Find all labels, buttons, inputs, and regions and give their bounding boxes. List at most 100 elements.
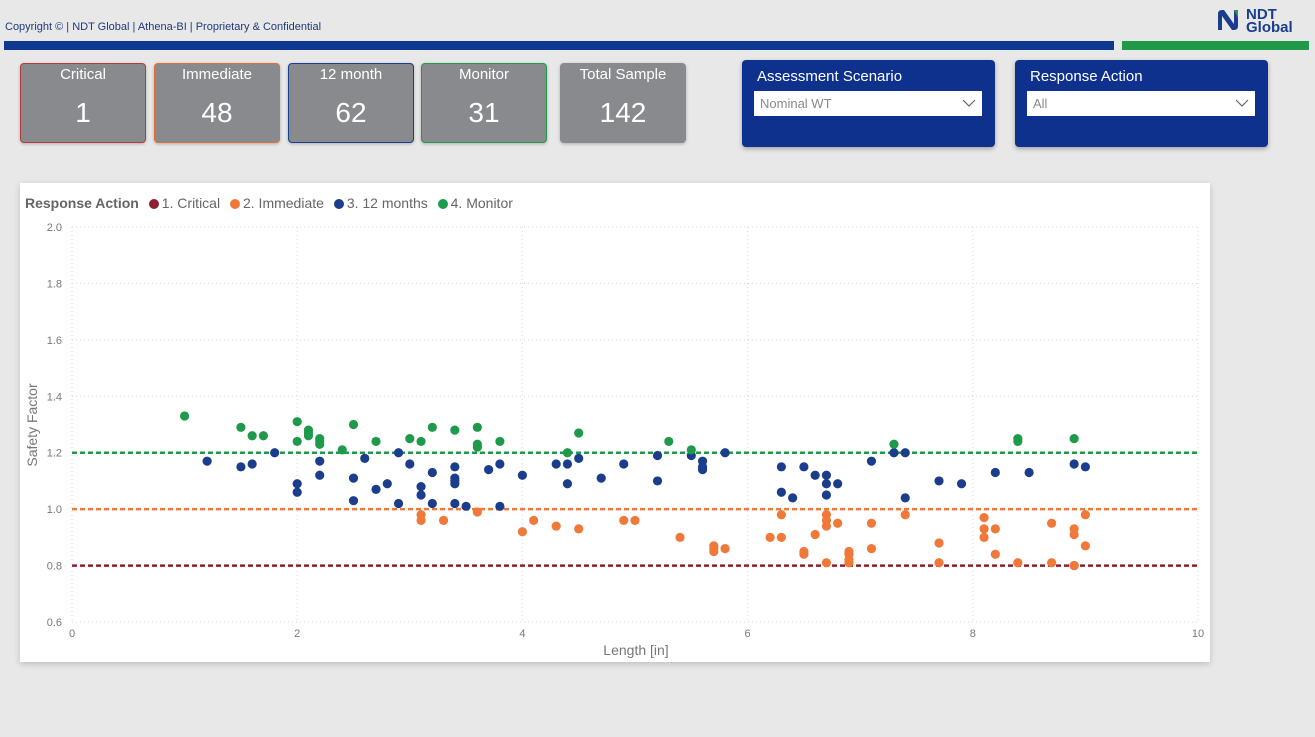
scatter-point-immediate[interactable] — [776, 532, 786, 542]
scatter-point-12-months[interactable] — [315, 470, 325, 480]
scatter-point-12-months[interactable] — [450, 498, 460, 509]
scatter-point-immediate[interactable] — [765, 532, 775, 542]
scatter-point-immediate[interactable] — [934, 558, 944, 568]
scatter-point-12-months[interactable] — [517, 470, 527, 480]
scatter-point-monitor[interactable] — [258, 431, 269, 441]
scatter-point-12-months[interactable] — [889, 448, 899, 458]
scatter-point-12-months[interactable] — [427, 467, 437, 478]
scatter-point-12-months[interactable] — [1080, 462, 1090, 472]
scatter-point-immediate[interactable] — [990, 524, 1000, 534]
scatter-point-immediate[interactable] — [1069, 529, 1079, 540]
scatter-point-immediate[interactable] — [551, 521, 561, 531]
scatter-point-12-months[interactable] — [596, 473, 606, 483]
scatter-point-immediate[interactable] — [979, 532, 989, 542]
scatter-point-12-months[interactable] — [652, 450, 663, 461]
scatter-point-12-months[interactable] — [450, 462, 460, 472]
scatter-point-12-months[interactable] — [810, 470, 820, 480]
scatter-point-12-months[interactable] — [416, 481, 426, 492]
scatter-point-12-months[interactable] — [776, 487, 786, 497]
scatter-point-monitor[interactable] — [562, 448, 573, 458]
kpi-immediate[interactable]: Immediate 48 — [154, 63, 280, 143]
scatter-point-12-months[interactable] — [393, 448, 404, 458]
scatter-point-12-months[interactable] — [393, 498, 404, 509]
scatter-point-immediate[interactable] — [799, 549, 809, 559]
scatter-point-12-months[interactable] — [484, 465, 494, 475]
scatter-point-immediate[interactable] — [1080, 541, 1090, 551]
scatter-point-monitor[interactable] — [574, 428, 584, 438]
scatter-point-12-months[interactable] — [866, 456, 877, 466]
scatter-point-12-months[interactable] — [574, 453, 584, 463]
scatter-point-immediate[interactable] — [900, 510, 910, 520]
scatter-point-immediate[interactable] — [821, 521, 832, 531]
scatter-point-monitor[interactable] — [292, 417, 302, 427]
scatter-point-immediate[interactable] — [776, 510, 786, 520]
kpi-monitor[interactable]: Monitor 31 — [421, 63, 547, 143]
scatter-point-immediate[interactable] — [844, 558, 854, 568]
scatter-point-12-months[interactable] — [416, 490, 426, 500]
scatter-point-12-months[interactable] — [619, 459, 629, 469]
scatter-point-12-months[interactable] — [776, 462, 786, 472]
scatter-point-12-months[interactable] — [821, 490, 832, 500]
scatter-point-12-months[interactable] — [821, 479, 832, 489]
scatter-point-immediate[interactable] — [438, 515, 449, 526]
scatter-point-12-months[interactable] — [382, 479, 392, 489]
scatter-point-immediate[interactable] — [619, 515, 629, 526]
scatter-point-monitor[interactable] — [450, 425, 460, 435]
scatter-point-12-months[interactable] — [900, 448, 910, 458]
scatter-point-monitor[interactable] — [303, 425, 314, 435]
scatter-point-immediate[interactable] — [1047, 558, 1057, 568]
scatter-point-12-months[interactable] — [551, 459, 561, 469]
scatter-point-immediate[interactable] — [675, 532, 685, 542]
scatter-point-12-months[interactable] — [495, 501, 505, 511]
scatter-point-immediate[interactable] — [833, 518, 843, 528]
scatter-point-immediate[interactable] — [709, 544, 719, 554]
scatter-point-monitor[interactable] — [889, 439, 899, 449]
scatter-point-immediate[interactable] — [630, 515, 640, 526]
scatter-point-12-months[interactable] — [1069, 459, 1079, 469]
scatter-point-12-months[interactable] — [956, 479, 967, 489]
scatter-point-immediate[interactable] — [1080, 510, 1090, 520]
scatter-point-monitor[interactable] — [371, 436, 381, 447]
scatter-point-12-months[interactable] — [562, 459, 573, 469]
scatter-point-12-months[interactable] — [1024, 467, 1034, 478]
scatter-point-monitor[interactable] — [348, 419, 359, 430]
scatter-point-immediate[interactable] — [990, 549, 1000, 559]
scatter-point-12-months[interactable] — [360, 453, 370, 463]
scatter-point-immediate[interactable] — [472, 507, 482, 517]
scatter-point-12-months[interactable] — [450, 479, 460, 489]
scatter-point-12-months[interactable] — [833, 479, 843, 489]
legend-item-critical[interactable]: 1. Critical — [148, 195, 220, 211]
scatter-point-12-months[interactable] — [348, 496, 359, 506]
scatter-point-immediate[interactable] — [844, 549, 854, 559]
scatter-point-12-months[interactable] — [202, 456, 212, 466]
scatter-point-monitor[interactable] — [405, 434, 415, 444]
scatter-point-immediate[interactable] — [821, 558, 832, 568]
legend-item-immediate[interactable]: 2. Immediate — [229, 195, 324, 211]
scatter-point-12-months[interactable] — [348, 473, 359, 483]
scatter-point-monitor[interactable] — [664, 436, 674, 447]
scatter-point-12-months[interactable] — [371, 484, 381, 494]
scatter-point-monitor[interactable] — [180, 411, 190, 421]
scatter-point-12-months[interactable] — [427, 498, 437, 509]
scatter-point-monitor[interactable] — [1069, 434, 1079, 444]
scatter-point-monitor[interactable] — [236, 422, 246, 432]
scatter-point-12-months[interactable] — [788, 493, 798, 503]
kpi-critical[interactable]: Critical 1 — [20, 63, 146, 143]
scatter-point-monitor[interactable] — [292, 436, 302, 447]
scatter-point-monitor[interactable] — [1013, 436, 1023, 447]
scatter-point-immediate[interactable] — [1069, 560, 1079, 571]
scatter-point-immediate[interactable] — [574, 524, 584, 534]
scatter-point-monitor[interactable] — [416, 436, 426, 447]
legend-item-monitor[interactable]: 4. Monitor — [437, 195, 513, 211]
scatter-point-immediate[interactable] — [979, 524, 989, 534]
scatter-point-12-months[interactable] — [720, 448, 730, 458]
scatter-point-12-months[interactable] — [562, 479, 573, 489]
scatter-point-immediate[interactable] — [720, 544, 730, 554]
scatter-point-immediate[interactable] — [1047, 518, 1057, 528]
scatter-point-monitor[interactable] — [315, 439, 325, 449]
scatter-point-monitor[interactable] — [472, 439, 482, 449]
scatter-point-12-months[interactable] — [697, 465, 708, 475]
scatter-point-immediate[interactable] — [517, 527, 527, 537]
scatter-point-12-months[interactable] — [900, 493, 910, 503]
scatter-point-monitor[interactable] — [686, 445, 696, 455]
